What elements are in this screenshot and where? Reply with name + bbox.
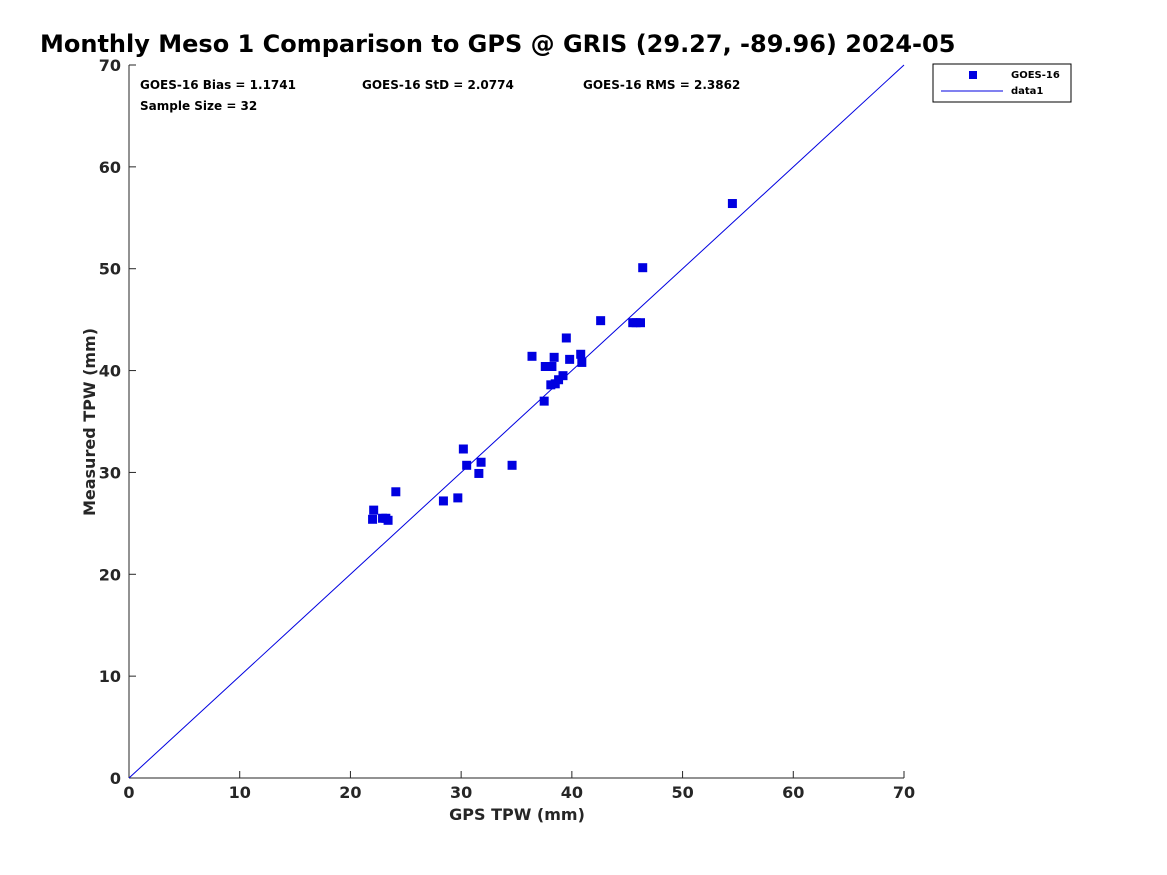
y-tick-label-40: 40	[99, 362, 121, 381]
x-tick-label-10: 10	[229, 783, 251, 802]
data-point-23	[561, 333, 571, 343]
x-tick-label-0: 0	[123, 783, 134, 802]
data-point-31	[638, 263, 648, 273]
y-tick-label-50: 50	[99, 260, 121, 279]
x-axis-label: GPS TPW (mm)	[449, 805, 585, 824]
data-point-9	[458, 444, 468, 454]
data-point-19	[549, 352, 559, 362]
data-point-25	[576, 349, 586, 359]
legend: GOES-16 data1	[932, 63, 1072, 103]
x-tick-label-30: 30	[450, 783, 472, 802]
data-point-11	[474, 468, 484, 478]
y-tick-label-60: 60	[99, 158, 121, 177]
y-tick-label-10: 10	[99, 667, 121, 686]
data-point-8	[453, 493, 463, 503]
x-tick-label-20: 20	[339, 783, 361, 802]
one-to-one-line	[128, 64, 905, 779]
y-tick-label-0: 0	[110, 769, 121, 788]
legend-label-data1: data1	[1011, 86, 1043, 97]
data-point-7	[438, 496, 448, 506]
legend-label-goes16: GOES-16	[1011, 70, 1060, 81]
data-point-10	[462, 460, 472, 470]
data-point-27	[596, 316, 606, 326]
x-tick-label-50: 50	[671, 783, 693, 802]
data-point-16	[540, 361, 550, 371]
bias-stat: GOES-16 Bias = 1.1741	[140, 78, 296, 92]
data-point-14	[527, 351, 537, 361]
y-axis-label: Measured TPW (mm)	[80, 328, 99, 516]
data-point-12	[476, 457, 486, 467]
y-tick-label-30: 30	[99, 463, 121, 482]
data-point-26	[577, 357, 587, 367]
data-point-1	[368, 514, 378, 524]
plot-area: 0 10 20 30 40 50 60 70 0 10 20 30 40 50 60 70	[99, 56, 915, 802]
axis-ticks	[128, 64, 905, 779]
axis-tick-labels: 0 10 20 30 40 50 60 70 0 10 20 30 40 50 60 70	[99, 56, 915, 802]
y-tick-label-20: 20	[99, 565, 121, 584]
legend-marker-goes16	[969, 71, 977, 79]
data-point-13	[507, 460, 517, 470]
data-point-15	[539, 396, 549, 406]
data-point-6	[391, 487, 401, 497]
y-tick-label-70: 70	[99, 56, 121, 75]
x-tick-label-60: 60	[782, 783, 804, 802]
x-tick-label-70: 70	[893, 783, 915, 802]
legend-box	[932, 63, 1072, 103]
data-point-22	[558, 371, 568, 381]
std-stat: GOES-16 StD = 2.0774	[362, 78, 514, 92]
data-point-2	[369, 505, 379, 515]
rms-stat: GOES-16 RMS = 2.3862	[583, 78, 740, 92]
x-tick-label-40: 40	[561, 783, 583, 802]
data-point-32	[727, 199, 737, 209]
data-point-30	[636, 318, 645, 328]
data-point-18	[547, 361, 557, 371]
scatter-markers	[368, 199, 737, 525]
sample-size-stat: Sample Size = 32	[140, 99, 257, 113]
chart-title: Monthly Meso 1 Comparison to GPS @ GRIS …	[40, 30, 955, 58]
data-point-5	[383, 515, 393, 525]
data-point-24	[565, 354, 575, 364]
